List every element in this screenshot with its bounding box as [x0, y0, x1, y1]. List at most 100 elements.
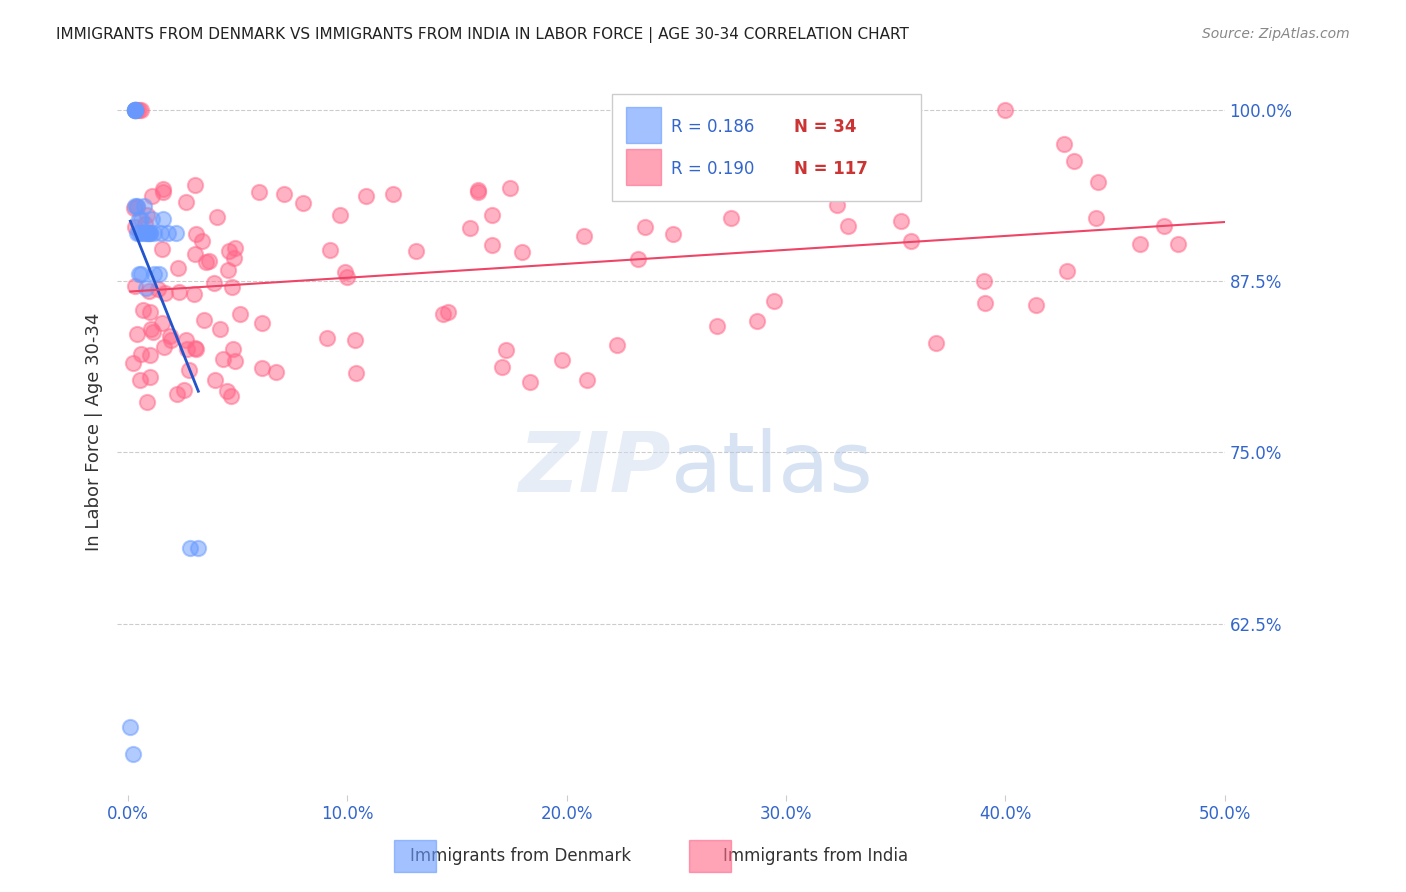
Point	[134, 217, 156, 231]
Point	[221, 280, 243, 294]
Point	[1063, 154, 1085, 169]
Point	[1153, 219, 1175, 233]
Text: N = 34: N = 34	[794, 118, 856, 136]
Text: R = 0.186: R = 0.186	[671, 118, 754, 136]
Point	[825, 198, 848, 212]
Text: IMMIGRANTS FROM DENMARK VS IMMIGRANTS FROM INDIA IN LABOR FORCE | AGE 30-34 CORR: IMMIGRANTS FROM DENMARK VS IMMIGRANTS FR…	[56, 27, 910, 43]
Point	[224, 353, 246, 368]
Point	[319, 243, 342, 257]
Point	[156, 226, 179, 240]
Point	[432, 307, 454, 321]
Point	[204, 373, 226, 387]
Point	[131, 212, 153, 227]
Point	[212, 351, 235, 366]
Point	[974, 296, 997, 310]
Point	[495, 343, 517, 357]
Point	[481, 208, 503, 222]
Point	[747, 314, 769, 328]
Point	[336, 270, 359, 285]
Point	[481, 238, 503, 252]
Point	[491, 360, 513, 375]
Point	[124, 103, 146, 117]
Point	[143, 226, 166, 240]
Text: Immigrants from Denmark: Immigrants from Denmark	[409, 847, 631, 865]
Point	[136, 208, 159, 222]
Point	[467, 186, 489, 200]
Point	[141, 322, 163, 336]
Point	[152, 212, 174, 227]
Point	[184, 342, 207, 356]
Text: Immigrants from India: Immigrants from India	[723, 847, 908, 865]
Point	[132, 302, 155, 317]
Point	[135, 281, 157, 295]
Point	[138, 285, 160, 299]
Point	[146, 282, 169, 296]
Point	[1167, 236, 1189, 251]
Text: atlas: atlas	[671, 427, 873, 508]
Point	[131, 103, 153, 117]
Point	[606, 337, 628, 351]
Point	[128, 226, 150, 240]
Point	[205, 210, 228, 224]
Point	[128, 373, 150, 387]
Point	[122, 202, 145, 216]
Point	[150, 316, 173, 330]
Point	[165, 226, 187, 240]
Point	[576, 373, 599, 387]
Point	[1084, 211, 1107, 225]
Point	[195, 254, 218, 268]
Point	[124, 278, 146, 293]
Point	[139, 226, 162, 240]
Point	[344, 333, 367, 347]
Point	[499, 181, 522, 195]
Point	[174, 334, 197, 348]
Point	[925, 336, 948, 351]
Point	[344, 366, 367, 380]
Point	[155, 286, 177, 301]
Point	[124, 103, 146, 117]
Point	[208, 322, 231, 336]
Point	[837, 219, 859, 233]
Point	[405, 244, 427, 259]
Point	[121, 747, 143, 761]
Text: R = 0.190: R = 0.190	[671, 160, 754, 178]
Point	[125, 198, 148, 212]
Point	[292, 196, 315, 211]
Point	[125, 103, 148, 117]
Point	[217, 262, 239, 277]
Point	[884, 103, 907, 117]
Point	[662, 227, 685, 241]
Point	[273, 186, 295, 201]
Point	[880, 173, 903, 187]
Point	[900, 234, 922, 248]
Point	[153, 340, 176, 354]
Point	[224, 251, 246, 265]
Point	[1025, 298, 1047, 312]
Point	[139, 226, 162, 240]
Point	[166, 261, 188, 276]
Point	[136, 226, 159, 240]
Point	[124, 198, 146, 212]
Point	[354, 188, 377, 202]
Point	[183, 286, 205, 301]
Point	[183, 178, 205, 192]
Point	[152, 182, 174, 196]
Point	[193, 313, 215, 327]
Point	[139, 304, 162, 318]
Point	[128, 103, 150, 117]
Point	[264, 365, 287, 379]
Point	[150, 242, 173, 256]
Point	[519, 376, 541, 390]
Point	[720, 211, 742, 225]
Point	[143, 267, 166, 281]
Point	[510, 244, 533, 259]
Point	[228, 307, 250, 321]
Point	[132, 198, 155, 212]
Point	[173, 384, 195, 398]
Point	[183, 341, 205, 355]
Point	[329, 208, 352, 222]
Point	[128, 212, 150, 227]
Point	[247, 186, 270, 200]
Point	[125, 201, 148, 215]
Point	[198, 254, 221, 268]
